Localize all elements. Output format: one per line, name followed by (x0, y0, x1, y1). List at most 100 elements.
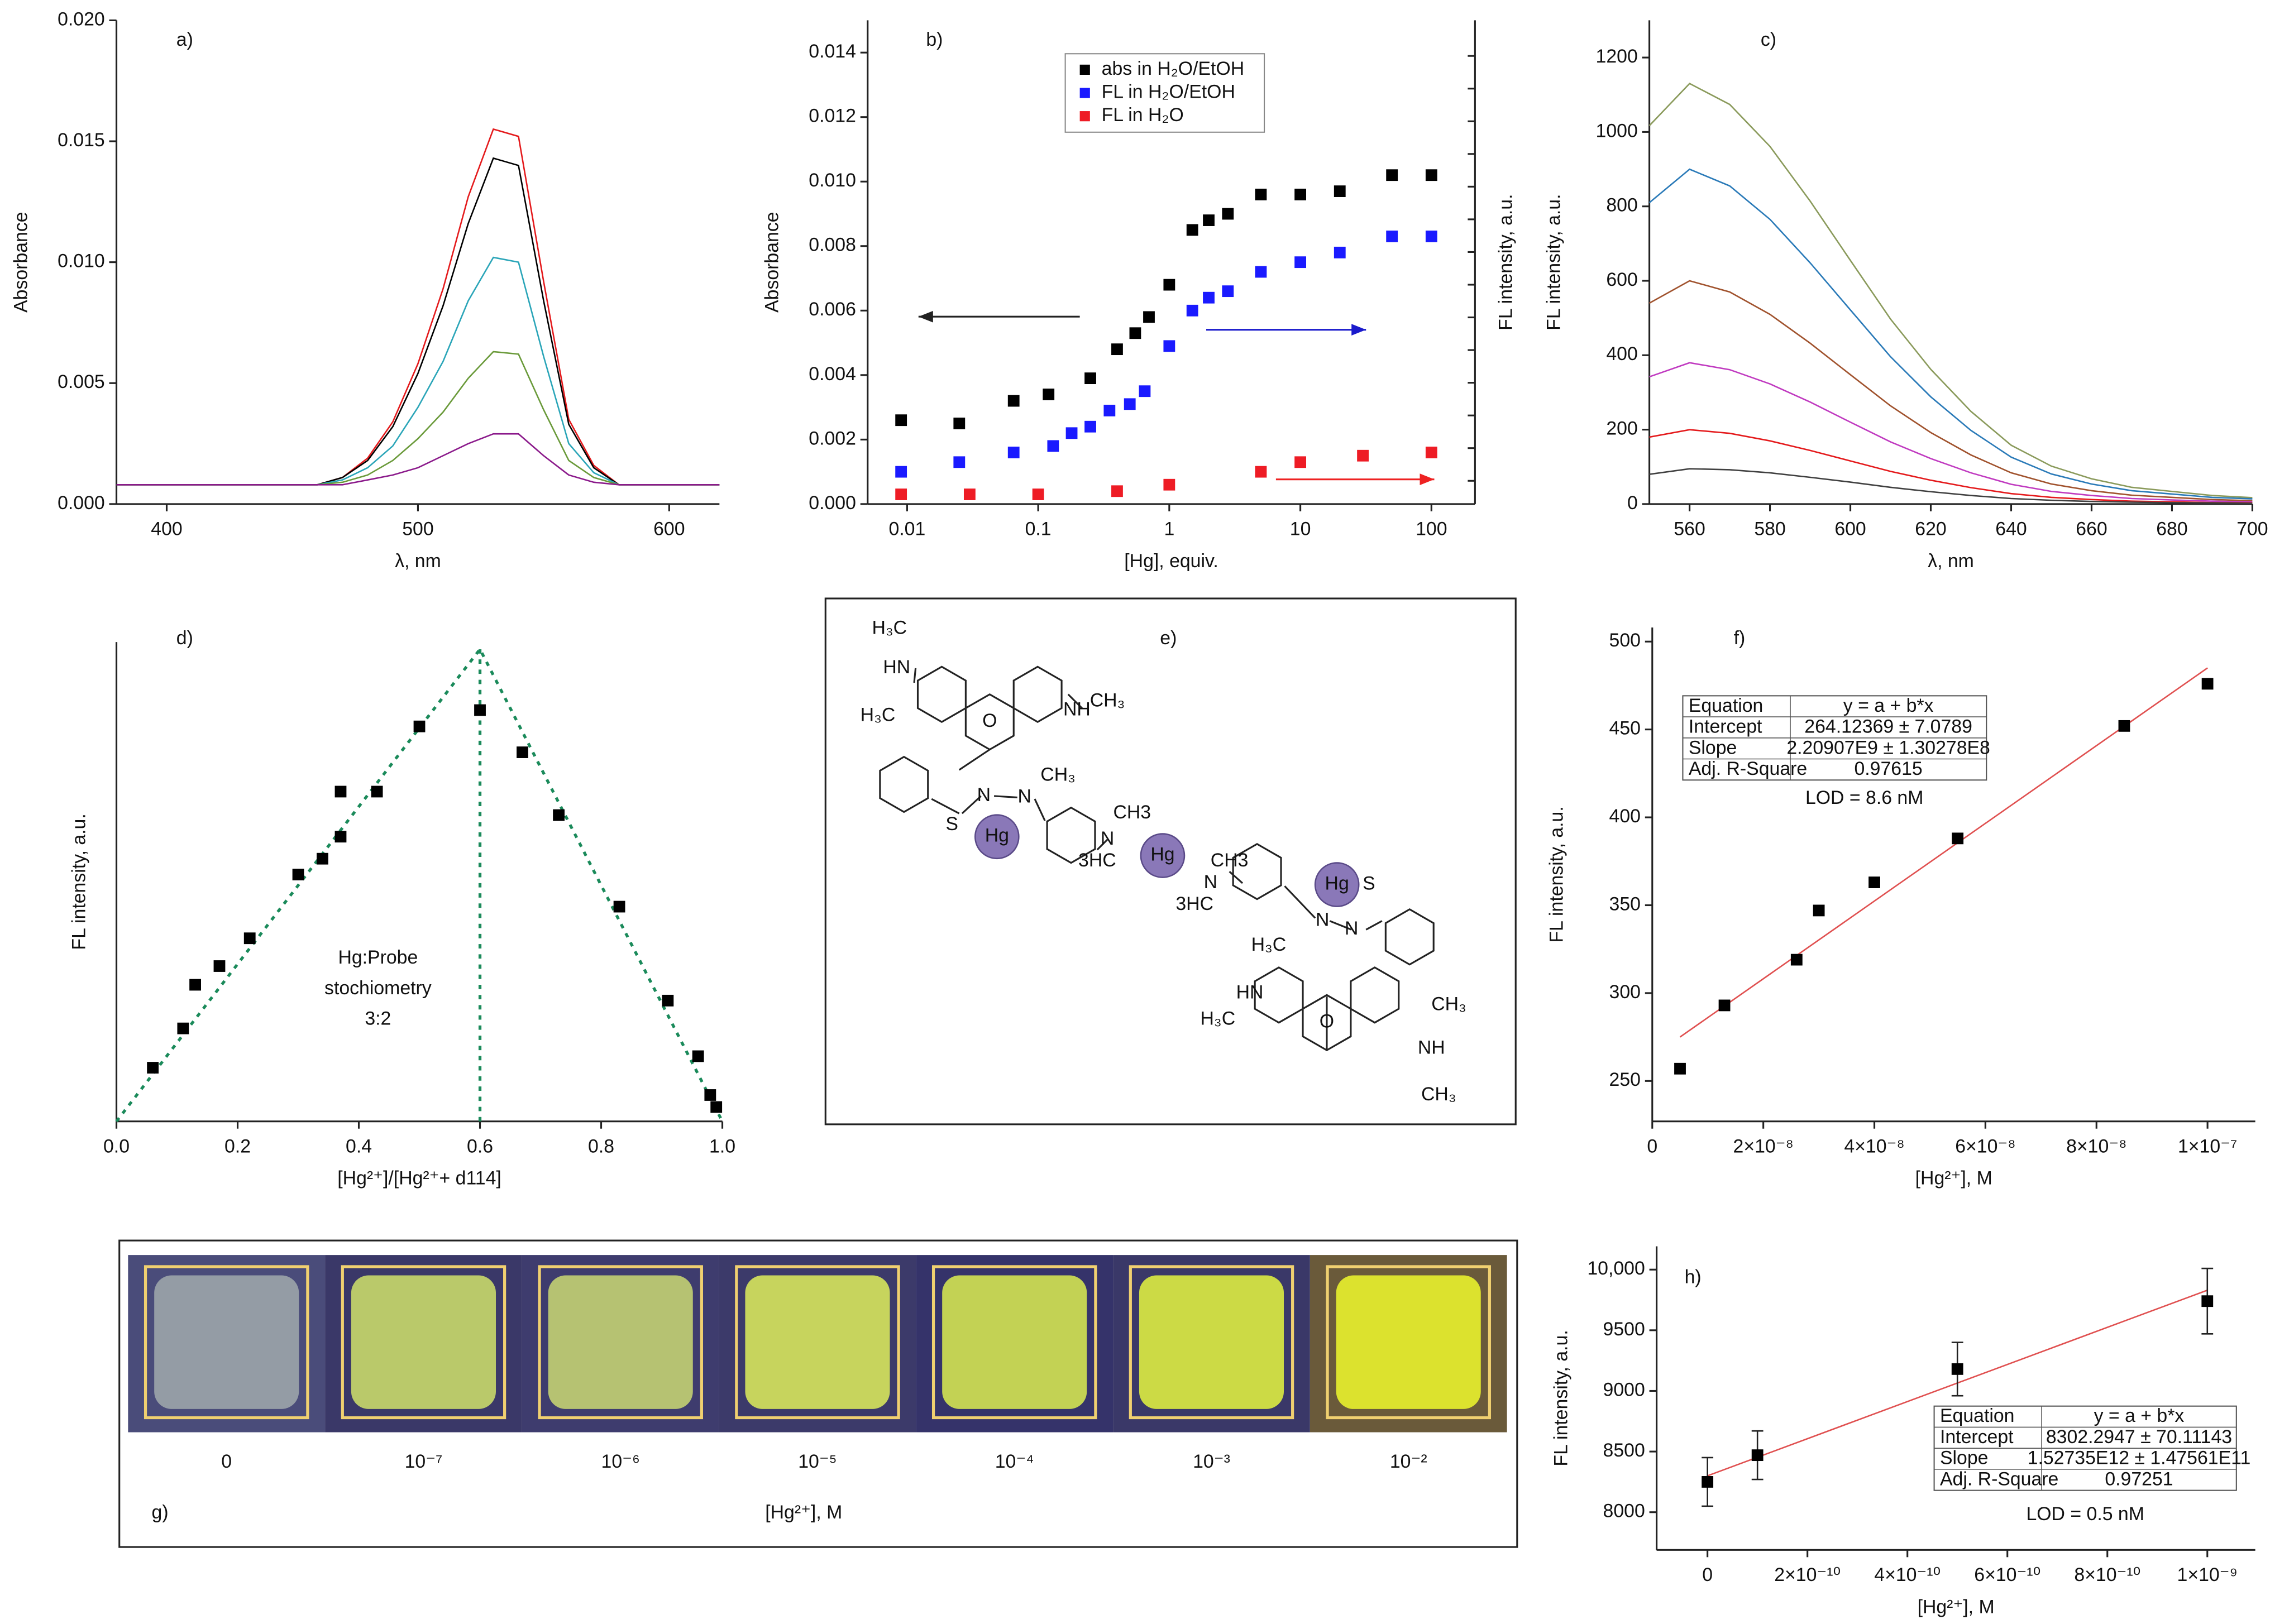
data-point (1702, 1476, 1714, 1488)
y-tick-label: 1000 (1596, 120, 1638, 141)
data-point (1103, 404, 1116, 416)
y-tick-label: 0.002 (809, 428, 856, 449)
data-point (1425, 231, 1437, 242)
x-tick-label: 400 (151, 519, 182, 540)
x-tick-label: 8×10⁻⁸ (2066, 1136, 2126, 1157)
x-tick-label: 0.4 (346, 1136, 372, 1157)
atom-label: CH₃ (1431, 993, 1466, 1014)
spectrum-line (1649, 429, 2253, 504)
data-point (1043, 389, 1055, 400)
data-point (895, 466, 907, 478)
bond (913, 668, 917, 683)
x-tick-label: 6×10⁻⁸ (1955, 1136, 2015, 1157)
atom-label: CH₃ (1040, 764, 1076, 785)
data-point (292, 869, 304, 880)
data-point (1425, 447, 1437, 458)
data-point (1032, 488, 1044, 500)
x-axis-label: [Hg²⁺], M (1918, 1596, 1995, 1617)
y2-axis-label: FL intensity, a.u. (1495, 194, 1517, 330)
bond (1096, 839, 1108, 851)
legend-swatch (1079, 64, 1090, 75)
atom-label: 3HC (1078, 850, 1116, 871)
data-point (317, 852, 328, 865)
data-point (1222, 208, 1234, 220)
table-cell: 264.12369 ± 7.0789 (1804, 716, 1972, 737)
lod-label: LOD = 8.6 nM (1805, 787, 1923, 808)
x-tick-label: 500 (402, 519, 433, 540)
ring (879, 755, 929, 813)
x-tick-label: 0.01 (888, 519, 925, 540)
data-point (1186, 224, 1198, 236)
table-cell: 2.20907E9 ± 1.30278E8 (1786, 737, 1990, 758)
data-point (1124, 398, 1136, 410)
y-tick-label: 350 (1609, 893, 1641, 914)
x-tick-label: 0.0 (103, 1136, 130, 1157)
x-tick-label: 8×10⁻¹⁰ (2074, 1564, 2140, 1585)
y-tick-label: 0.015 (58, 130, 105, 151)
data-point (177, 1022, 189, 1034)
y-tick-label: 1200 (1596, 46, 1638, 67)
panel-label: h) (1685, 1267, 1702, 1288)
data-point (1294, 188, 1307, 200)
x-axis-label: λ, nm (1928, 550, 1974, 572)
data-point (1111, 343, 1123, 356)
data-point (963, 488, 976, 500)
data-point (1129, 327, 1141, 339)
data-point (1718, 999, 1731, 1012)
table-cell: Adj. R-Square (1689, 758, 1807, 779)
y-tick-label: 0.006 (809, 299, 856, 320)
spectrum-line (116, 433, 720, 486)
panel-label: b) (926, 29, 943, 50)
y-axis-label: FL intensity, a.u. (1550, 1330, 1571, 1466)
atom-label: O (982, 710, 997, 731)
data-point (1163, 478, 1175, 491)
atom-label: N (1204, 871, 1217, 893)
panel-label: f) (1734, 627, 1746, 649)
bond (1329, 920, 1352, 931)
x-tick-label: 1.0 (709, 1136, 735, 1157)
x-axis-label: [Hg²⁺], M (1915, 1168, 1992, 1189)
panel-label: d) (176, 627, 193, 649)
legend-label: FL in H₂O/EtOH (1102, 81, 1235, 102)
data-point (334, 785, 347, 798)
y-tick-label: 8000 (1603, 1501, 1645, 1522)
table-cell: 0.97251 (2105, 1468, 2173, 1489)
data-point (1386, 169, 1398, 181)
panel-label: g) (152, 1502, 169, 1523)
fit-line (115, 646, 724, 1123)
data-point (1386, 231, 1398, 242)
data-point (1951, 1363, 1963, 1375)
annotation: 3:2 (365, 1008, 391, 1029)
atom-label: H₃C (1251, 934, 1287, 955)
hg-ion (974, 814, 1020, 860)
data-point (1186, 304, 1198, 317)
y-axis-label: FL intensity, a.u. (68, 813, 89, 950)
x-tick-label: 620 (1915, 519, 1946, 540)
data-point (1047, 440, 1059, 452)
data-point (189, 979, 201, 991)
legend-swatch (1079, 88, 1090, 98)
spectrum-line (1649, 362, 2253, 503)
legend-label: FL in H₂O (1102, 104, 1184, 126)
atom-label: N (1316, 909, 1329, 931)
table-cell: Slope (1940, 1448, 1988, 1469)
y-tick-label: 0.010 (58, 251, 105, 272)
x-tick-label: 0.1 (1025, 519, 1052, 540)
y-axis-label: FL intensity, a.u. (1546, 806, 1568, 942)
atom-label: HN (883, 657, 910, 678)
data-point (1139, 385, 1151, 397)
photo-film (1336, 1275, 1481, 1409)
photo-film (1139, 1275, 1284, 1409)
y-tick-label: 0.004 (809, 363, 856, 385)
data-point (2201, 678, 2214, 690)
atom-label: CH₃ (1421, 1084, 1456, 1105)
spectrum-line (1649, 468, 2253, 504)
y-tick-label: 9500 (1603, 1319, 1645, 1340)
hg-ion (1140, 833, 1186, 878)
ring (1384, 908, 1435, 966)
x-tick-label: 0.6 (467, 1136, 493, 1157)
data-point (953, 418, 966, 429)
ring (1046, 806, 1096, 864)
x-axis-label: [Hg²⁺]/[Hg²⁺+ d114] (337, 1168, 501, 1189)
